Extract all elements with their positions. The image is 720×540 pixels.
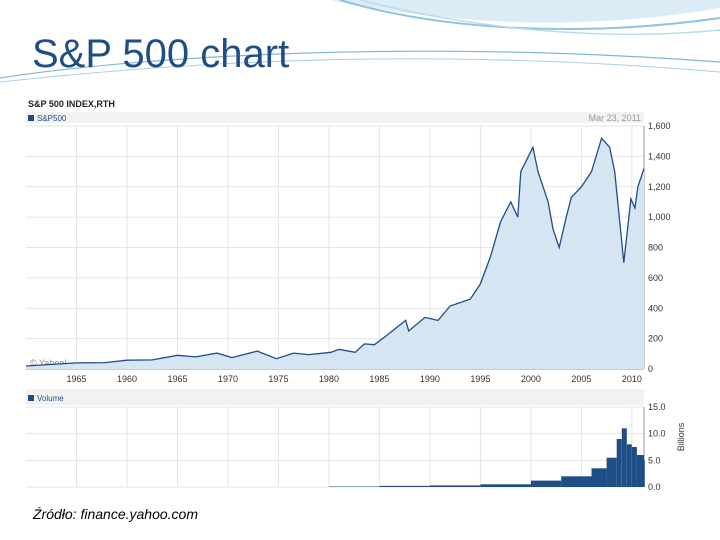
x-tick-label: 1965 <box>66 374 86 384</box>
x-tick-label: 2000 <box>521 374 541 384</box>
volume-axis: 0.0 5.0 10.0 15.0 <box>648 402 666 492</box>
price-axis: 0 200 400 600 800 1,000 1,200 1,400 1,600 <box>648 121 671 374</box>
price-tick-label: 1,600 <box>648 121 671 131</box>
x-tick-label: 1970 <box>218 374 238 384</box>
x-tick-label: 1985 <box>369 374 389 384</box>
volume-legend-label: Volume <box>37 394 64 403</box>
price-tick-label: 800 <box>648 243 663 253</box>
volume-tick-label: 0.0 <box>648 482 661 492</box>
volume-bar <box>636 455 644 487</box>
legend-label: S&P500 <box>37 114 67 123</box>
volume-tick-label: 10.0 <box>648 429 666 439</box>
price-tick-label: 0 <box>648 364 653 374</box>
price-tick-label: 1,200 <box>648 182 671 192</box>
x-tick-label: 2010 <box>622 374 642 384</box>
chart-title: S&P 500 INDEX,RTH <box>28 99 115 109</box>
volume-legend-swatch <box>28 395 34 401</box>
volume-bar <box>644 460 645 487</box>
volume-bar <box>621 428 627 487</box>
volume-bar <box>328 486 380 487</box>
legend-bar <box>26 112 644 123</box>
price-tick-label: 200 <box>648 334 663 344</box>
volume-bar <box>429 485 481 487</box>
price-tick-label: 1,400 <box>648 151 671 161</box>
volume-bar <box>591 468 607 487</box>
price-tick-label: 600 <box>648 273 663 283</box>
legend-swatch <box>28 115 34 121</box>
volume-bar <box>606 457 617 487</box>
x-tick-label: 1960 <box>117 374 137 384</box>
chart-date: Mar 23, 2011 <box>589 113 641 123</box>
x-axis: 1965 1960 1965 1970 1975 1980 1985 1990 1995 2000… <box>66 374 641 384</box>
volume-unit: Billions <box>676 422 686 451</box>
watermark: © Yahoo! <box>30 358 67 368</box>
source-note: Źródło: finance.yahoo.com <box>33 506 198 522</box>
volume-bar <box>626 444 632 487</box>
volume-legend-bar <box>26 389 644 405</box>
volume-bar <box>480 484 531 487</box>
volume-tick-label: 15.0 <box>648 402 666 412</box>
price-line <box>25 136 645 367</box>
volume-bar <box>561 476 592 487</box>
x-tick-label: 1995 <box>470 374 490 384</box>
x-tick-label: 1980 <box>319 374 339 384</box>
volume-bar <box>631 447 637 487</box>
volume-bar <box>530 480 562 487</box>
x-tick-label: 2005 <box>571 374 591 384</box>
volume-tick-label: 5.0 <box>648 455 661 465</box>
x-tick-label: 1965 <box>167 374 187 384</box>
x-tick-label: 1990 <box>420 374 440 384</box>
slide-title: S&P 500 chart <box>32 32 290 76</box>
price-tick-label: 1,000 <box>648 212 671 222</box>
volume-bars <box>328 428 645 487</box>
x-tick-label: 1975 <box>268 374 288 384</box>
volume-bar <box>616 439 622 487</box>
volume-bar <box>379 485 430 487</box>
price-tick-label: 400 <box>648 303 663 313</box>
price-area <box>26 138 644 369</box>
